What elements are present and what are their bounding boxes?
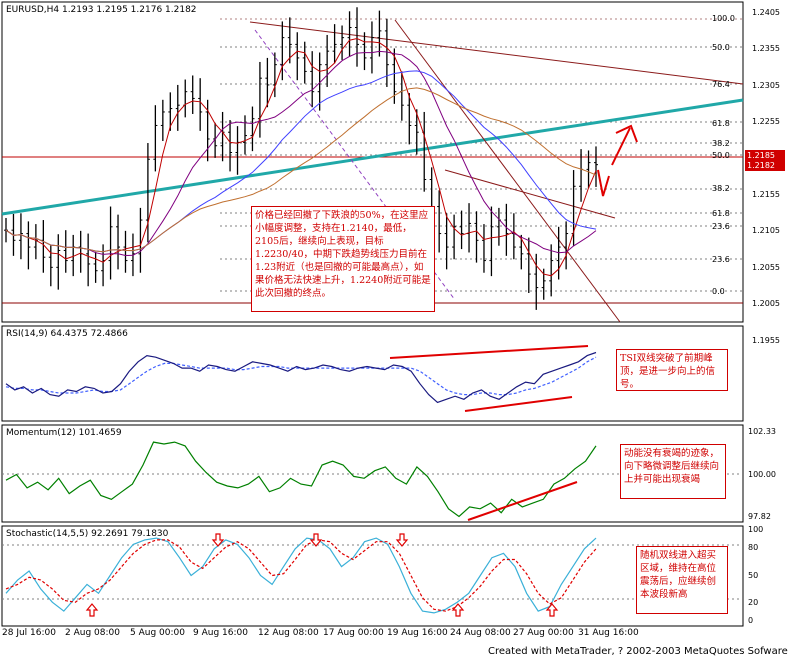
- date-axis-tick: 12 Aug 08:00: [258, 628, 319, 638]
- ma-red: [5, 37, 597, 277]
- price-axis-tick: 1.2305: [752, 80, 780, 90]
- rsi-main-line: [5, 351, 597, 404]
- footer-credit: Created with MetaTrader, ? 2002-2003 Met…: [488, 646, 788, 657]
- date-axis-tick: 27 Aug 00:00: [513, 628, 574, 638]
- annotation-arrow-down: [597, 169, 610, 197]
- fibo-label-76: 76.4: [712, 80, 730, 89]
- stoch-axis-50: 50: [748, 571, 759, 580]
- momentum-annotation-note: 动能没有衰竭的迹象，向下略微调整后继续向上并可能出现衰竭: [620, 444, 726, 499]
- stochastic-down-arrow: [211, 533, 225, 547]
- momentum-axis-mid: 100.00: [748, 470, 776, 479]
- main-annotation-note: 价格已经回撤了下跌浪的50%，在这里应小幅度调整，支持在1.2140，最低，21…: [251, 206, 435, 312]
- fibo-label-0: 0.0: [712, 287, 725, 296]
- fibo-label-38b: 38.2: [712, 184, 730, 193]
- price-tag-ask: 1.2185: [745, 150, 785, 161]
- fibo-label-50: 50.0: [712, 43, 730, 52]
- symbol-title: EURUSD,H4 1.2193 1.2195 1.2176 1.2182: [6, 5, 197, 15]
- date-axis-tick: 24 Aug 08:00: [450, 628, 511, 638]
- annotation-arrow-head: [615, 124, 638, 143]
- fibo-label-38: 38.2: [712, 139, 730, 148]
- price-axis-tick: 1.2105: [752, 226, 780, 236]
- ma-brown: [5, 87, 597, 253]
- stoch-axis-80: 80: [748, 543, 759, 552]
- annotation-arrow-up: [611, 127, 631, 166]
- stochastic-up-arrow: [85, 603, 99, 617]
- uptrend-line-teal: [1, 98, 744, 216]
- fibo-label-23b: 23.6: [712, 255, 730, 264]
- channel-line-2: [444, 169, 616, 219]
- stochastic-title: Stochastic(14,5,5) 92.2691 79.1830: [6, 529, 169, 539]
- ma-purple: [5, 50, 597, 257]
- momentum-axis-top: 102.33: [748, 427, 776, 436]
- stoch-axis-20: 20: [748, 598, 759, 607]
- stoch-axis-100: 100: [748, 525, 764, 534]
- rsi-panel-border: [1, 325, 744, 422]
- fibo-label-23: 23.6: [712, 222, 730, 231]
- stoch-axis-0: 0: [748, 616, 754, 625]
- rsi-trendline-top: [389, 345, 589, 359]
- date-axis-tick: 28 Jul 16:00: [2, 628, 56, 638]
- price-axis-tick: 1.2255: [752, 117, 780, 127]
- momentum-axis-bottom: 97.82: [748, 512, 771, 521]
- date-axis-tick: 2 Aug 08:00: [65, 628, 120, 638]
- fibo-label-50b: 50.0: [712, 151, 730, 160]
- date-axis-tick: 5 Aug 00:00: [130, 628, 185, 638]
- rsi-trendline-bottom: [464, 396, 573, 412]
- price-axis-tick: 1.1955: [752, 335, 780, 345]
- price-axis-tick: 1.2005: [752, 299, 780, 309]
- rsi-title: RSI(14,9) 64.4375 72.4866: [6, 329, 128, 339]
- price-tag-bid: 1.2182: [745, 160, 785, 171]
- price-axis-tick: 1.2055: [752, 262, 780, 272]
- stochastic-k-line: [5, 537, 597, 614]
- rsi-annotation-note: TSI双线突破了前期峰顶，是进一步向上的信号。: [616, 349, 728, 391]
- date-axis-tick: 19 Aug 16:00: [387, 628, 448, 638]
- price-axis-tick: 1.2155: [752, 190, 780, 199]
- stochastic-panel-border: [1, 525, 744, 627]
- date-axis-tick: 17 Aug 00:00: [323, 628, 384, 638]
- momentum-title: Momentum(12) 101.4659: [6, 428, 122, 438]
- main-panel-border: [1, 1, 744, 323]
- fibo-label-61: 61.8: [712, 119, 730, 128]
- price-axis-tick: 1.2355: [752, 44, 780, 54]
- date-axis-tick: 31 Aug 16:00: [578, 628, 639, 638]
- stochastic-up-arrow: [451, 603, 465, 617]
- stochastic-d-line: [5, 539, 597, 612]
- date-axis-tick: 9 Aug 16:00: [193, 628, 248, 638]
- fibo-label-61b: 61.8: [712, 209, 730, 218]
- momentum-trendline: [467, 481, 578, 521]
- channel-line: [394, 19, 621, 323]
- downtrend-line: [249, 21, 744, 85]
- stochastic-annotation-note: 随机双线进入超买区域，维持在高位震荡后，应继续创本波段新高: [636, 546, 728, 614]
- fibo-label-100: 100.0: [712, 14, 735, 23]
- stochastic-down-arrow: [309, 533, 323, 547]
- stochastic-down-arrow: [395, 533, 409, 547]
- stochastic-up-arrow: [545, 603, 559, 617]
- price-axis-tick: 1.2405: [752, 8, 780, 17]
